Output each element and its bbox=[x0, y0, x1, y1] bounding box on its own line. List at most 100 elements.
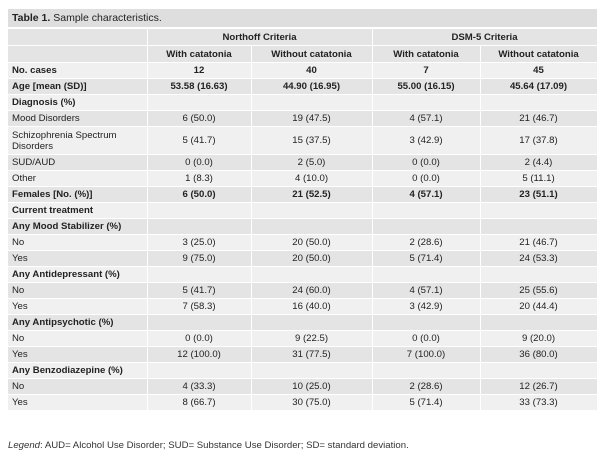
cell: 4 (57.1) bbox=[372, 110, 481, 127]
cell: 12 (100.0) bbox=[147, 346, 252, 363]
cell: 17 (37.8) bbox=[480, 126, 598, 155]
cell: 12 bbox=[147, 62, 252, 79]
cell bbox=[480, 266, 598, 283]
table-row: No 5 (41.7) 24 (60.0) 4 (57.1) 25 (55.6) bbox=[8, 282, 598, 299]
cell: 45.64 (17.09) bbox=[480, 78, 598, 95]
cell: 5 (71.4) bbox=[372, 250, 481, 267]
cell: 55.00 (16.15) bbox=[372, 78, 481, 95]
legend-text: : AUD= Alcohol Use Disorder; SUD= Substa… bbox=[40, 440, 409, 451]
row-label: Yes bbox=[8, 394, 148, 411]
cell: 31 (77.5) bbox=[251, 346, 373, 363]
cell: 4 (57.1) bbox=[372, 282, 481, 299]
table-row: Mood Disorders 6 (50.0) 19 (47.5) 4 (57.… bbox=[8, 110, 598, 127]
row-label: Yes bbox=[8, 298, 148, 315]
cell bbox=[251, 266, 373, 283]
cell: 2 (28.6) bbox=[372, 378, 481, 395]
col-header: With catatonia bbox=[147, 45, 252, 63]
cell: 9 (20.0) bbox=[480, 330, 598, 347]
cell: 44.90 (16.95) bbox=[251, 78, 373, 95]
section-label: Any Benzodiazepine (%) bbox=[8, 362, 148, 379]
cell: 12 (26.7) bbox=[480, 378, 598, 395]
table-row: Age [mean (SD)] 53.58 (16.63) 44.90 (16.… bbox=[8, 78, 598, 95]
group-header-row: Northoff Criteria DSM-5 Criteria bbox=[8, 29, 598, 46]
cell bbox=[147, 266, 252, 283]
cell: 21 (46.7) bbox=[480, 110, 598, 127]
cell bbox=[480, 218, 598, 235]
cell: 4 (57.1) bbox=[372, 186, 481, 203]
cell: 6 (50.0) bbox=[147, 110, 252, 127]
cell: 8 (66.7) bbox=[147, 394, 252, 411]
cell bbox=[251, 362, 373, 379]
cell bbox=[147, 94, 252, 111]
row-label: No bbox=[8, 330, 148, 347]
table-row: Yes 9 (75.0) 20 (50.0) 5 (71.4) 24 (53.3… bbox=[8, 250, 598, 267]
cell bbox=[480, 314, 598, 331]
cell bbox=[372, 362, 481, 379]
cell bbox=[147, 218, 252, 235]
row-label: Age [mean (SD)] bbox=[8, 78, 148, 95]
row-label: Yes bbox=[8, 250, 148, 267]
cell bbox=[251, 218, 373, 235]
cell bbox=[372, 314, 481, 331]
cell: 4 (33.3) bbox=[147, 378, 252, 395]
row-label: Mood Disorders bbox=[8, 110, 148, 127]
cell bbox=[480, 202, 598, 219]
cell: 16 (40.0) bbox=[251, 298, 373, 315]
table-row: SUD/AUD 0 (0.0) 2 (5.0) 0 (0.0) 2 (4.4) bbox=[8, 154, 598, 171]
caption-label: Table 1. bbox=[12, 12, 51, 24]
cell: 9 (75.0) bbox=[147, 250, 252, 267]
cell: 10 (25.0) bbox=[251, 378, 373, 395]
cell: 19 (47.5) bbox=[251, 110, 373, 127]
cell: 2 (28.6) bbox=[372, 234, 481, 251]
cell: 7 (58.3) bbox=[147, 298, 252, 315]
cell: 21 (46.7) bbox=[480, 234, 598, 251]
header-empty-cell bbox=[8, 29, 148, 46]
table-row: Females [No. (%)] 6 (50.0) 21 (52.5) 4 (… bbox=[8, 186, 598, 203]
section-label: Any Mood Stabilizer (%) bbox=[8, 218, 148, 235]
cell: 21 (52.5) bbox=[251, 186, 373, 203]
table-row: Yes 12 (100.0) 31 (77.5) 7 (100.0) 36 (8… bbox=[8, 346, 598, 363]
cell: 9 (22.5) bbox=[251, 330, 373, 347]
table-row: Schizophrenia Spectrum Disorders 5 (41.7… bbox=[8, 126, 598, 155]
table-caption: Table 1. Sample characteristics. bbox=[8, 9, 597, 27]
legend-label: Legend bbox=[8, 440, 41, 451]
table-row: Yes 7 (58.3) 16 (40.0) 3 (42.9) 20 (44.4… bbox=[8, 298, 598, 315]
col-header: With catatonia bbox=[372, 45, 481, 63]
cell bbox=[147, 314, 252, 331]
row-label: Females [No. (%)] bbox=[8, 186, 148, 203]
row-label: No bbox=[8, 378, 148, 395]
cell: 5 (71.4) bbox=[372, 394, 481, 411]
row-label: Yes bbox=[8, 346, 148, 363]
col-header: Without catatonia bbox=[251, 45, 373, 63]
cell: 3 (42.9) bbox=[372, 298, 481, 315]
cell: 53.58 (16.63) bbox=[147, 78, 252, 95]
sample-characteristics-table: Northoff Criteria DSM-5 Criteria With ca… bbox=[8, 29, 598, 411]
cell: 2 (5.0) bbox=[251, 154, 373, 171]
cell: 0 (0.0) bbox=[147, 330, 252, 347]
cell: 20 (50.0) bbox=[251, 234, 373, 251]
cell: 24 (53.3) bbox=[480, 250, 598, 267]
section-label: Any Antidepressant (%) bbox=[8, 266, 148, 283]
section-label: Any Antipsychotic (%) bbox=[8, 314, 148, 331]
header-dsm5: DSM-5 Criteria bbox=[372, 29, 598, 46]
table-row: No 0 (0.0) 9 (22.5) 0 (0.0) 9 (20.0) bbox=[8, 330, 598, 347]
cell: 36 (80.0) bbox=[480, 346, 598, 363]
row-label: Other bbox=[8, 170, 148, 187]
table-row: Other 1 (8.3) 4 (10.0) 0 (0.0) 5 (11.1) bbox=[8, 170, 598, 187]
section-row: Any Antidepressant (%) bbox=[8, 266, 598, 283]
cell: 1 (8.3) bbox=[147, 170, 252, 187]
cell: 40 bbox=[251, 62, 373, 79]
cell: 7 (100.0) bbox=[372, 346, 481, 363]
column-header-row: With catatonia Without catatonia With ca… bbox=[8, 45, 598, 63]
cell bbox=[372, 266, 481, 283]
section-label: Diagnosis (%) bbox=[8, 94, 148, 111]
table-row: No 3 (25.0) 20 (50.0) 2 (28.6) 21 (46.7) bbox=[8, 234, 598, 251]
cell: 23 (51.1) bbox=[480, 186, 598, 203]
cell bbox=[372, 202, 481, 219]
cell bbox=[372, 94, 481, 111]
row-label: No bbox=[8, 234, 148, 251]
section-row: Diagnosis (%) bbox=[8, 94, 598, 111]
section-row: Any Antipsychotic (%) bbox=[8, 314, 598, 331]
cell: 5 (41.7) bbox=[147, 126, 252, 155]
